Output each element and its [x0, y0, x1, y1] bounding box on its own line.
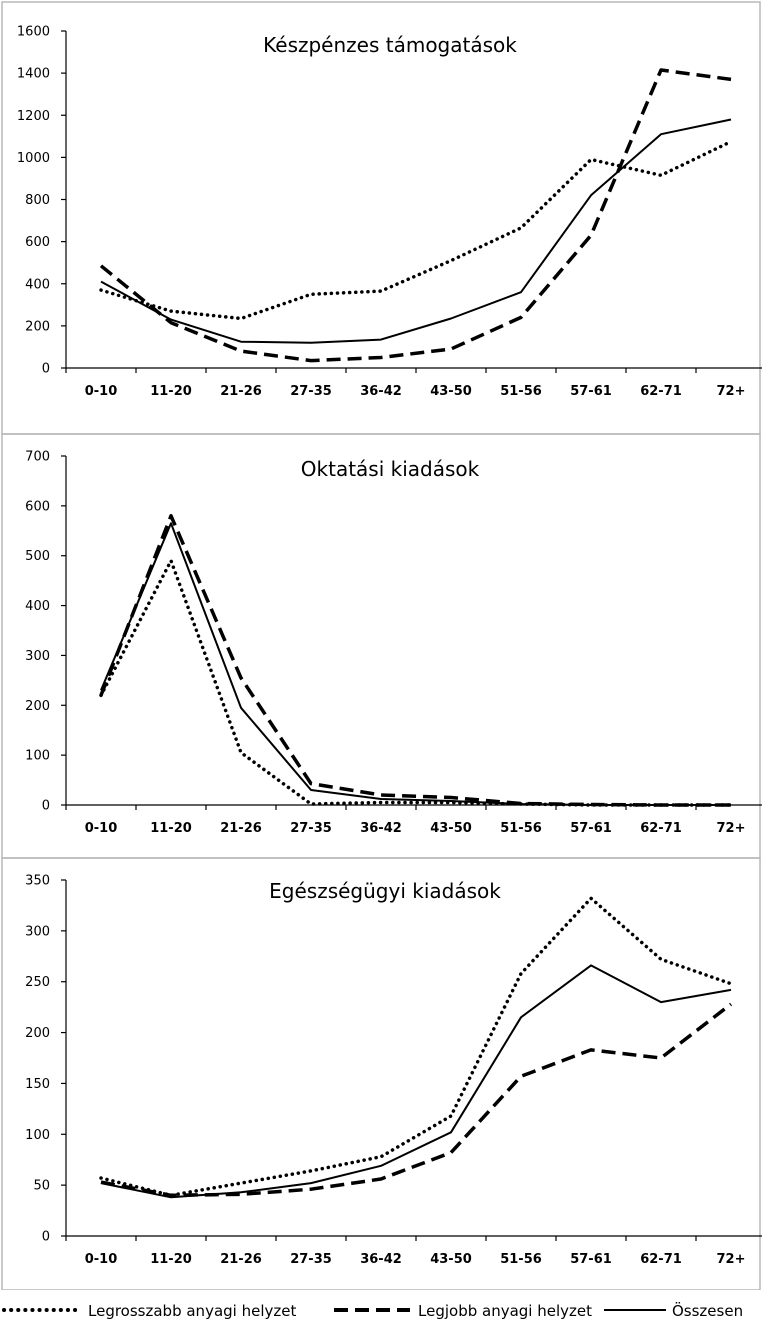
y-tick-label: 0 [42, 799, 50, 814]
y-tick-label: 500 [25, 549, 50, 564]
series-line-dotted [99, 896, 733, 1198]
y-tick-label: 200 [25, 1026, 50, 1041]
x-tick-label: 27-35 [290, 1252, 332, 1267]
x-tick-label: 57-61 [570, 384, 612, 399]
x-tick-label: 21-26 [220, 384, 262, 399]
y-tick-label: 150 [25, 1077, 50, 1092]
y-tick-label: 350 [25, 874, 50, 889]
series-line-dotted [99, 139, 733, 321]
y-tick-label: 100 [25, 1128, 50, 1143]
x-tick-label: 62-71 [640, 1252, 682, 1267]
panel-border [1, 1, 761, 435]
x-tick-label: 11-20 [150, 821, 192, 836]
chart-panel-1: 0 200 400 600 800 1000 1200 1400 1600 0-10 11-20 21… [1, 1, 762, 435]
series-line-dashed [99, 68, 732, 363]
x-tick-label: 0-10 [85, 1252, 118, 1267]
series-line-dashed [99, 514, 731, 807]
x-tick-label: 0-10 [85, 384, 118, 399]
y-tick-label: 1000 [17, 151, 50, 166]
y-tick-label: 400 [25, 277, 50, 292]
x-tick-label: 62-71 [640, 384, 682, 399]
y-tick-label: 200 [25, 319, 50, 334]
panel-border [1, 857, 761, 1290]
series-line-solid [100, 118, 732, 344]
y-tick-label: 0 [42, 362, 50, 377]
series-line-solid [100, 522, 731, 806]
legend-label-dashed: Legjobb anyagi helyzet [418, 1302, 592, 1320]
x-tick-label: 43-50 [430, 384, 472, 399]
y-tick-label: 250 [25, 975, 50, 990]
x-tick-label: 51-56 [500, 384, 542, 399]
chart-title: Egészségügyi kiadások [269, 879, 501, 903]
panel-border [1, 433, 761, 859]
x-tick-label: 62-71 [640, 821, 682, 836]
x-tick-label: 51-56 [500, 821, 542, 836]
x-tick-label: 72+ [717, 384, 746, 399]
x-tick-label: 43-50 [430, 1252, 472, 1267]
series-line-dashed [100, 1002, 733, 1198]
x-tick-label: 43-50 [430, 821, 472, 836]
x-tick-label: 36-42 [360, 1252, 402, 1267]
series-line-dotted [99, 558, 733, 807]
series-line-solid [100, 964, 732, 1199]
chart-panel-3: 0 50 100 150 200 250 300 350 0-10 11-20 21-26 27-35… [1, 857, 762, 1290]
x-tick-label: 57-61 [570, 821, 612, 836]
x-tick-label: 72+ [717, 821, 746, 836]
x-tick-label: 36-42 [360, 821, 402, 836]
y-tick-label: 1200 [17, 109, 50, 124]
y-tick-label: 800 [25, 193, 50, 208]
y-tick-label: 600 [25, 235, 50, 250]
x-tick-label: 27-35 [290, 821, 332, 836]
legend-label-dotted: Legrosszabb anyagi helyzet [88, 1302, 296, 1320]
y-tick-label: 1400 [17, 67, 50, 82]
y-tick-label: 300 [25, 924, 50, 939]
legend-label-solid: Összesen [672, 1301, 743, 1320]
y-tick-label: 50 [33, 1179, 50, 1194]
x-tick-label: 21-26 [220, 821, 262, 836]
x-tick-label: 0-10 [85, 821, 118, 836]
x-tick-label: 21-26 [220, 1252, 262, 1267]
y-tick-label: 600 [25, 499, 50, 514]
legend: Legrosszabb anyagi helyzet Legjobb anyag… [2, 1301, 743, 1320]
y-tick-label: 200 [25, 699, 50, 714]
x-tick-label: 57-61 [570, 1252, 612, 1267]
chart-panel-2: 0 100 200 300 400 500 600 700 0-10 11-20 21-26 27-3… [1, 433, 762, 859]
chart-title: Készpénzes támogatások [263, 33, 517, 57]
y-tick-label: 100 [25, 749, 50, 764]
y-tick-label: 0 [42, 1230, 50, 1245]
x-tick-label: 11-20 [150, 1252, 192, 1267]
x-tick-label: 11-20 [150, 384, 192, 399]
y-tick-label: 400 [25, 599, 50, 614]
y-tick-label: 700 [25, 450, 50, 465]
x-tick-label: 72+ [717, 1252, 746, 1267]
y-tick-label: 300 [25, 649, 50, 664]
x-tick-label: 27-35 [290, 384, 332, 399]
chart-title: Oktatási kiadások [301, 457, 480, 481]
x-tick-label: 51-56 [500, 1252, 542, 1267]
y-tick-label: 1600 [17, 25, 50, 40]
x-tick-label: 36-42 [360, 384, 402, 399]
